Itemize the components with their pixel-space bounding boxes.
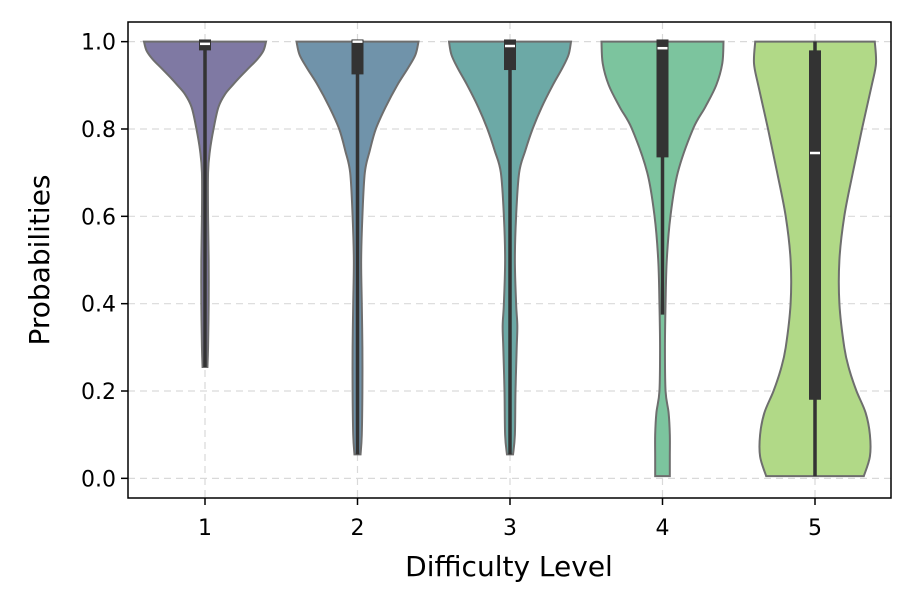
y-tick-label: 0.0 xyxy=(81,467,116,492)
box-plots xyxy=(199,39,821,477)
y-tick-label: 0.2 xyxy=(81,380,116,405)
x-axis-label: Difficulty Level xyxy=(405,550,613,583)
iqr-box-4 xyxy=(656,39,669,158)
y-tick-label: 1.0 xyxy=(81,31,116,56)
x-tick-label: 3 xyxy=(503,516,517,541)
iqr-box-3 xyxy=(504,39,516,71)
x-tick-label: 2 xyxy=(351,516,365,541)
y-tick-label: 0.4 xyxy=(81,293,116,318)
x-tick-label: 4 xyxy=(656,516,670,541)
iqr-box-5 xyxy=(809,50,821,400)
axis-ticks: 0.0 0.2 0.4 0.6 0.8 1.0 1 2 3 4 5 xyxy=(81,31,822,541)
y-tick-label: 0.8 xyxy=(81,118,116,143)
iqr-box-2 xyxy=(351,39,364,75)
x-tick-label: 1 xyxy=(198,516,212,541)
y-axis-label: Probabilities xyxy=(23,174,56,345)
x-tick-label: 5 xyxy=(808,516,822,541)
y-tick-label: 0.6 xyxy=(81,205,116,230)
